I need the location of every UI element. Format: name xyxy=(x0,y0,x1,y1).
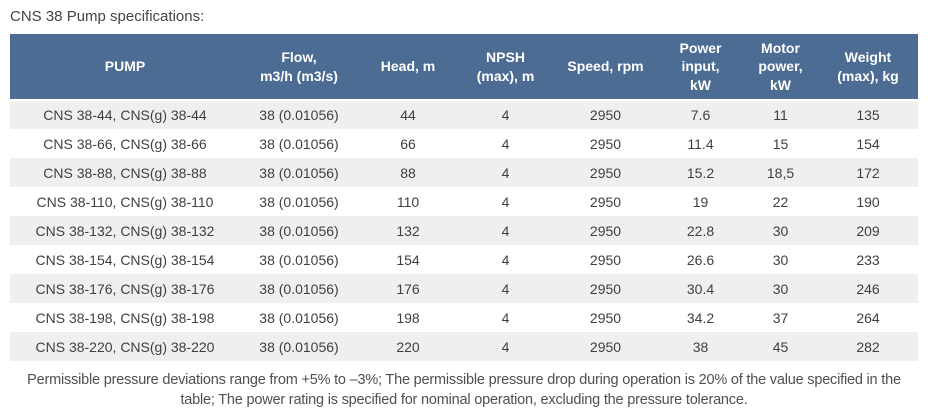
cell-pump: CNS 38-176, CNS(g) 38-176 xyxy=(10,274,240,303)
cell-motor-power: 15 xyxy=(743,129,818,158)
column-header-motor-power: Motor power, kW xyxy=(743,34,818,101)
table-row: CNS 38-132, CNS(g) 38-132 38 (0.01056) 132… xyxy=(10,216,918,245)
table-row: CNS 38-66, CNS(g) 38-66 38 (0.01056) 66 4 29… xyxy=(10,129,918,158)
cell-motor-power: 45 xyxy=(743,332,818,361)
table-header: PUMP Flow, m3/h (m3/s) Head, m NPSH (max… xyxy=(10,34,918,101)
table-header-row: PUMP Flow, m3/h (m3/s) Head, m NPSH (max… xyxy=(10,34,918,101)
cell-pump: CNS 38-66, CNS(g) 38-66 xyxy=(10,129,240,158)
cell-head: 220 xyxy=(358,332,458,361)
table-body: CNS 38-44, CNS(g) 38-44 38 (0.01056) 44 4 29… xyxy=(10,100,918,361)
cell-flow: 38 (0.01056) xyxy=(240,100,358,129)
cell-power-input: 22.8 xyxy=(658,216,743,245)
cell-motor-power: 18,5 xyxy=(743,158,818,187)
cell-npsh: 4 xyxy=(458,129,553,158)
cell-weight: 154 xyxy=(818,129,918,158)
cell-weight: 135 xyxy=(818,100,918,129)
cell-speed: 2950 xyxy=(553,129,658,158)
table-row: CNS 38-176, CNS(g) 38-176 38 (0.01056) 176… xyxy=(10,274,918,303)
cell-speed: 2950 xyxy=(553,100,658,129)
cell-pump: CNS 38-220, CNS(g) 38-220 xyxy=(10,332,240,361)
table-row: CNS 38-198, CNS(g) 38-198 38 (0.01056) 198… xyxy=(10,303,918,332)
cell-power-input: 7.6 xyxy=(658,100,743,129)
cell-head: 154 xyxy=(358,245,458,274)
column-header-head: Head, m xyxy=(358,34,458,101)
cell-flow: 38 (0.01056) xyxy=(240,158,358,187)
cell-motor-power: 11 xyxy=(743,100,818,129)
cell-flow: 38 (0.01056) xyxy=(240,129,358,158)
table-row: CNS 38-110, CNS(g) 38-110 38 (0.01056) 110… xyxy=(10,187,918,216)
cell-flow: 38 (0.01056) xyxy=(240,216,358,245)
cell-speed: 2950 xyxy=(553,158,658,187)
cell-power-input: 19 xyxy=(658,187,743,216)
cell-speed: 2950 xyxy=(553,216,658,245)
cell-weight: 233 xyxy=(818,245,918,274)
cell-weight: 209 xyxy=(818,216,918,245)
cell-motor-power: 30 xyxy=(743,245,818,274)
column-header-weight: Weight (max), kg xyxy=(818,34,918,101)
cell-head: 132 xyxy=(358,216,458,245)
column-header-power-input: Power input, kW xyxy=(658,34,743,101)
cell-npsh: 4 xyxy=(458,332,553,361)
table-row: CNS 38-88, CNS(g) 38-88 38 (0.01056) 88 4 29… xyxy=(10,158,918,187)
cell-pump: CNS 38-154, CNS(g) 38-154 xyxy=(10,245,240,274)
cell-power-input: 38 xyxy=(658,332,743,361)
cell-flow: 38 (0.01056) xyxy=(240,303,358,332)
cell-power-input: 15.2 xyxy=(658,158,743,187)
cell-head: 66 xyxy=(358,129,458,158)
column-header-pump: PUMP xyxy=(10,34,240,101)
cell-speed: 2950 xyxy=(553,245,658,274)
column-header-speed: Speed, rpm xyxy=(553,34,658,101)
cell-flow: 38 (0.01056) xyxy=(240,332,358,361)
page-title: CNS 38 Pump specifications: xyxy=(10,8,205,25)
cell-power-input: 11.4 xyxy=(658,129,743,158)
cell-weight: 282 xyxy=(818,332,918,361)
cell-flow: 38 (0.01056) xyxy=(240,245,358,274)
cell-weight: 172 xyxy=(818,158,918,187)
cell-weight: 190 xyxy=(818,187,918,216)
cell-npsh: 4 xyxy=(458,274,553,303)
cell-power-input: 26.6 xyxy=(658,245,743,274)
cell-motor-power: 30 xyxy=(743,274,818,303)
cell-motor-power: 22 xyxy=(743,187,818,216)
cell-pump: CNS 38-110, CNS(g) 38-110 xyxy=(10,187,240,216)
cell-npsh: 4 xyxy=(458,303,553,332)
cell-npsh: 4 xyxy=(458,187,553,216)
cell-speed: 2950 xyxy=(553,332,658,361)
cell-head: 198 xyxy=(358,303,458,332)
cell-npsh: 4 xyxy=(458,158,553,187)
cell-head: 88 xyxy=(358,158,458,187)
cell-power-input: 34.2 xyxy=(658,303,743,332)
table-row: CNS 38-220, CNS(g) 38-220 38 (0.01056) 220… xyxy=(10,332,918,361)
cell-pump: CNS 38-44, CNS(g) 38-44 xyxy=(10,100,240,129)
cell-power-input: 30.4 xyxy=(658,274,743,303)
cell-weight: 264 xyxy=(818,303,918,332)
cell-pump: CNS 38-132, CNS(g) 38-132 xyxy=(10,216,240,245)
cell-flow: 38 (0.01056) xyxy=(240,187,358,216)
cell-head: 176 xyxy=(358,274,458,303)
table-row: CNS 38-44, CNS(g) 38-44 38 (0.01056) 44 4 29… xyxy=(10,100,918,129)
footnote: Permissible pressure deviations range fr… xyxy=(27,372,901,408)
cell-pump: CNS 38-198, CNS(g) 38-198 xyxy=(10,303,240,332)
cell-weight: 246 xyxy=(818,274,918,303)
cell-npsh: 4 xyxy=(458,100,553,129)
column-header-flow: Flow, m3/h (m3/s) xyxy=(240,34,358,101)
cell-speed: 2950 xyxy=(553,187,658,216)
column-header-npsh: NPSH (max), m xyxy=(458,34,553,101)
cell-speed: 2950 xyxy=(553,303,658,332)
cell-npsh: 4 xyxy=(458,245,553,274)
cell-motor-power: 30 xyxy=(743,216,818,245)
pump-spec-table: PUMP Flow, m3/h (m3/s) Head, m NPSH (max… xyxy=(10,34,918,361)
cell-head: 110 xyxy=(358,187,458,216)
cell-flow: 38 (0.01056) xyxy=(240,274,358,303)
table-row: CNS 38-154, CNS(g) 38-154 38 (0.01056) 154… xyxy=(10,245,918,274)
cell-pump: CNS 38-88, CNS(g) 38-88 xyxy=(10,158,240,187)
cell-head: 44 xyxy=(358,100,458,129)
cell-speed: 2950 xyxy=(553,274,658,303)
cell-motor-power: 37 xyxy=(743,303,818,332)
cell-npsh: 4 xyxy=(458,216,553,245)
